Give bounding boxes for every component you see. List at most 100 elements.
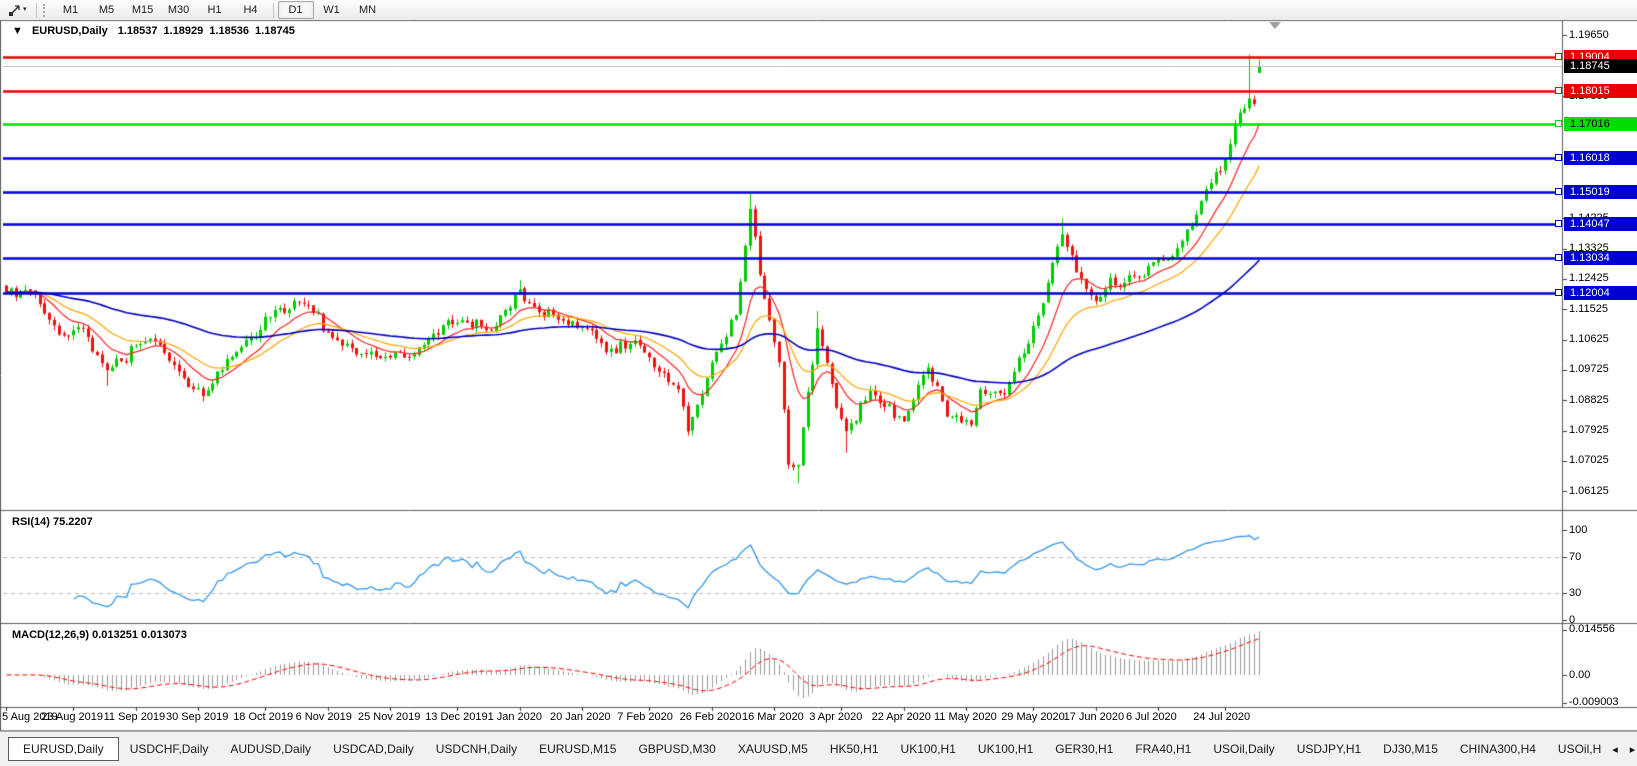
crosshair-tool-button[interactable]: ▾	[3, 2, 32, 19]
timeframe-button-H4[interactable]: H4	[243, 4, 258, 16]
timeframe-button-M5[interactable]: M5	[98, 4, 115, 16]
date-label: 18 Oct 2019	[233, 711, 294, 723]
ohlc-close: 1.18745	[255, 25, 295, 37]
chart-tab-12[interactable]: FRA40,H1	[1135, 742, 1192, 756]
chart-tab-4[interactable]: USDCNH,Daily	[435, 742, 518, 756]
chart-tab-5[interactable]: EURUSD,M15	[539, 742, 617, 756]
ohlc-high: 1.18929	[163, 25, 204, 37]
date-label: 24 Jul 2020	[1193, 711, 1251, 723]
rsi-tick-label: 100	[1569, 523, 1588, 536]
chart-tab-8[interactable]: HK50,H1	[829, 742, 879, 756]
current-price-tag: 1.18745	[1564, 58, 1637, 73]
price-level-handle[interactable]	[1555, 254, 1562, 262]
chart-symbol-label: EURUSD,Daily	[31, 25, 108, 37]
chevron-down-icon: ▾	[23, 6, 27, 13]
price-tick-label: 1.11525	[1569, 302, 1608, 315]
rsi-tick-label: 70	[1569, 550, 1582, 563]
chart-tab-16[interactable]: CHINA300,H4	[1459, 742, 1536, 756]
price-level-tag: 1.13034	[1564, 251, 1637, 266]
chart-tab-10[interactable]: UK100,H1	[977, 742, 1034, 756]
price-level-tag: 1.14047	[1564, 217, 1637, 232]
date-label: 17 Jun 2020	[1063, 711, 1125, 723]
date-label: 11 May 2020	[934, 711, 997, 723]
toolbar: ▾ M1 M5 M15 M30 H1 H4 D1 W1 MN	[0, 0, 1637, 20]
date-label: 3 Apr 2020	[809, 711, 863, 723]
macd-tick-label: 0.00	[1569, 668, 1591, 681]
chart-tab-1[interactable]: USDCHF,Daily	[129, 742, 209, 756]
chart-tab-14[interactable]: USDJPY,H1	[1296, 742, 1362, 756]
ohlc-open: 1.18537	[117, 25, 158, 37]
date-label: 13 Dec 2019	[425, 711, 488, 723]
price-tick-label: 1.08825	[1569, 393, 1609, 406]
price-tick-label: 1.09725	[1569, 363, 1609, 376]
chart-tab-17[interactable]: USOil,H	[1557, 742, 1602, 756]
chart-tab-9[interactable]: UK100,H1	[900, 742, 956, 756]
date-label: 20 Jan 2020	[550, 711, 611, 723]
price-level-tag: 1.16018	[1564, 150, 1637, 165]
timeframe-group: M1 M5 M15 M30 H1 H4 D1 W1 MN	[53, 1, 386, 19]
cursor-tool-icon	[9, 4, 20, 16]
tab-scroll-left-icon[interactable]: ◂	[1612, 743, 1618, 756]
price-tick-label: 1.07025	[1569, 454, 1609, 467]
date-label: 7 Feb 2020	[617, 711, 673, 723]
chart-tab-15[interactable]: DJ30,M15	[1383, 742, 1438, 756]
chart-tab-6[interactable]: GBPUSD,M30	[638, 742, 716, 756]
macd-title: MACD(12,26,9) 0.013251 0.013073	[12, 629, 187, 641]
timeframe-button-W1[interactable]: W1	[323, 4, 340, 16]
chart-tab-11[interactable]: GER30,H1	[1055, 742, 1114, 756]
price-tick-label: 1.06125	[1569, 484, 1609, 497]
timeframe-button-D1[interactable]: D1	[277, 1, 314, 19]
toolbar-separator	[272, 2, 274, 18]
date-label: 26 Feb 2020	[679, 711, 742, 723]
price-tick-label: 1.13325	[1569, 242, 1609, 255]
chart-title: ▼ EURUSD,Daily 1.18537 1.18929 1.18536 1.187…	[12, 25, 301, 37]
rsi-title: RSI(14) 75.2207	[12, 516, 93, 528]
price-level-handle[interactable]	[1555, 86, 1562, 94]
price-shift-marker-icon[interactable]	[1269, 22, 1281, 29]
price-level-tag: 1.15019	[1564, 184, 1637, 199]
chart-tab-13[interactable]: USOil,Daily	[1213, 742, 1275, 756]
rsi-tick-label: 30	[1569, 586, 1582, 599]
chart-tab-0[interactable]: EURUSD,Daily	[8, 737, 119, 761]
chart-tab-3[interactable]: USDCAD,Daily	[333, 742, 414, 756]
macd-values: 0.013251 0.013073	[92, 629, 187, 641]
price-tick-label: 1.19650	[1569, 28, 1609, 41]
chart-tab-2[interactable]: AUDUSD,Daily	[230, 742, 312, 756]
price-tick-label: 1.10625	[1569, 333, 1609, 346]
date-label: 23 Aug 2019	[41, 711, 103, 723]
tab-scroll-controls: ◂ ▸	[1612, 743, 1637, 756]
price-level-handle[interactable]	[1555, 289, 1562, 297]
price-level-handle[interactable]	[1555, 120, 1562, 128]
price-level-handle[interactable]	[1555, 220, 1562, 228]
macd-tick-label: 0.014556	[1569, 623, 1615, 636]
date-label: 22 Apr 2020	[871, 711, 931, 723]
ohlc-low: 1.18536	[209, 25, 250, 37]
chart-tab-7[interactable]: XAUUSD,M5	[737, 742, 808, 756]
date-label: 6 Jul 2020	[1126, 711, 1177, 723]
timeframe-button-M1[interactable]: M1	[62, 4, 79, 16]
date-label: 6 Nov 2019	[295, 711, 352, 723]
price-tick-label: 1.07925	[1569, 424, 1609, 437]
price-level-handle[interactable]	[1555, 53, 1562, 61]
chart-collapse-icon[interactable]: ▼	[12, 25, 23, 37]
rsi-value: 75.2207	[52, 516, 93, 528]
price-level-handle[interactable]	[1555, 153, 1562, 161]
toolbar-separator	[35, 2, 37, 18]
rsi-label: RSI(14)	[12, 516, 50, 528]
timeframe-button-MN[interactable]: MN	[358, 4, 377, 16]
date-label: 30 Sep 2019	[166, 711, 229, 723]
price-tick-label: 1.12425	[1569, 272, 1609, 285]
macd-label: MACD(12,26,9)	[12, 629, 90, 641]
timeframe-button-H1[interactable]: H1	[207, 4, 222, 16]
toolbar-grip[interactable]	[42, 3, 48, 17]
chart-tab-bar: EURUSD,Daily USDCHF,Daily AUDUSD,Daily USDC…	[0, 731, 1637, 766]
tab-scroll-right-icon[interactable]: ▸	[1629, 743, 1636, 756]
date-label: 5 Aug 2019	[2, 711, 58, 723]
timeframe-button-M30[interactable]: M30	[167, 4, 190, 16]
date-label: 11 Sep 2019	[103, 711, 166, 723]
timeframe-button-M15[interactable]: M15	[131, 4, 154, 16]
price-level-handle[interactable]	[1555, 187, 1562, 195]
macd-tick-label: -0.009003	[1569, 696, 1619, 709]
